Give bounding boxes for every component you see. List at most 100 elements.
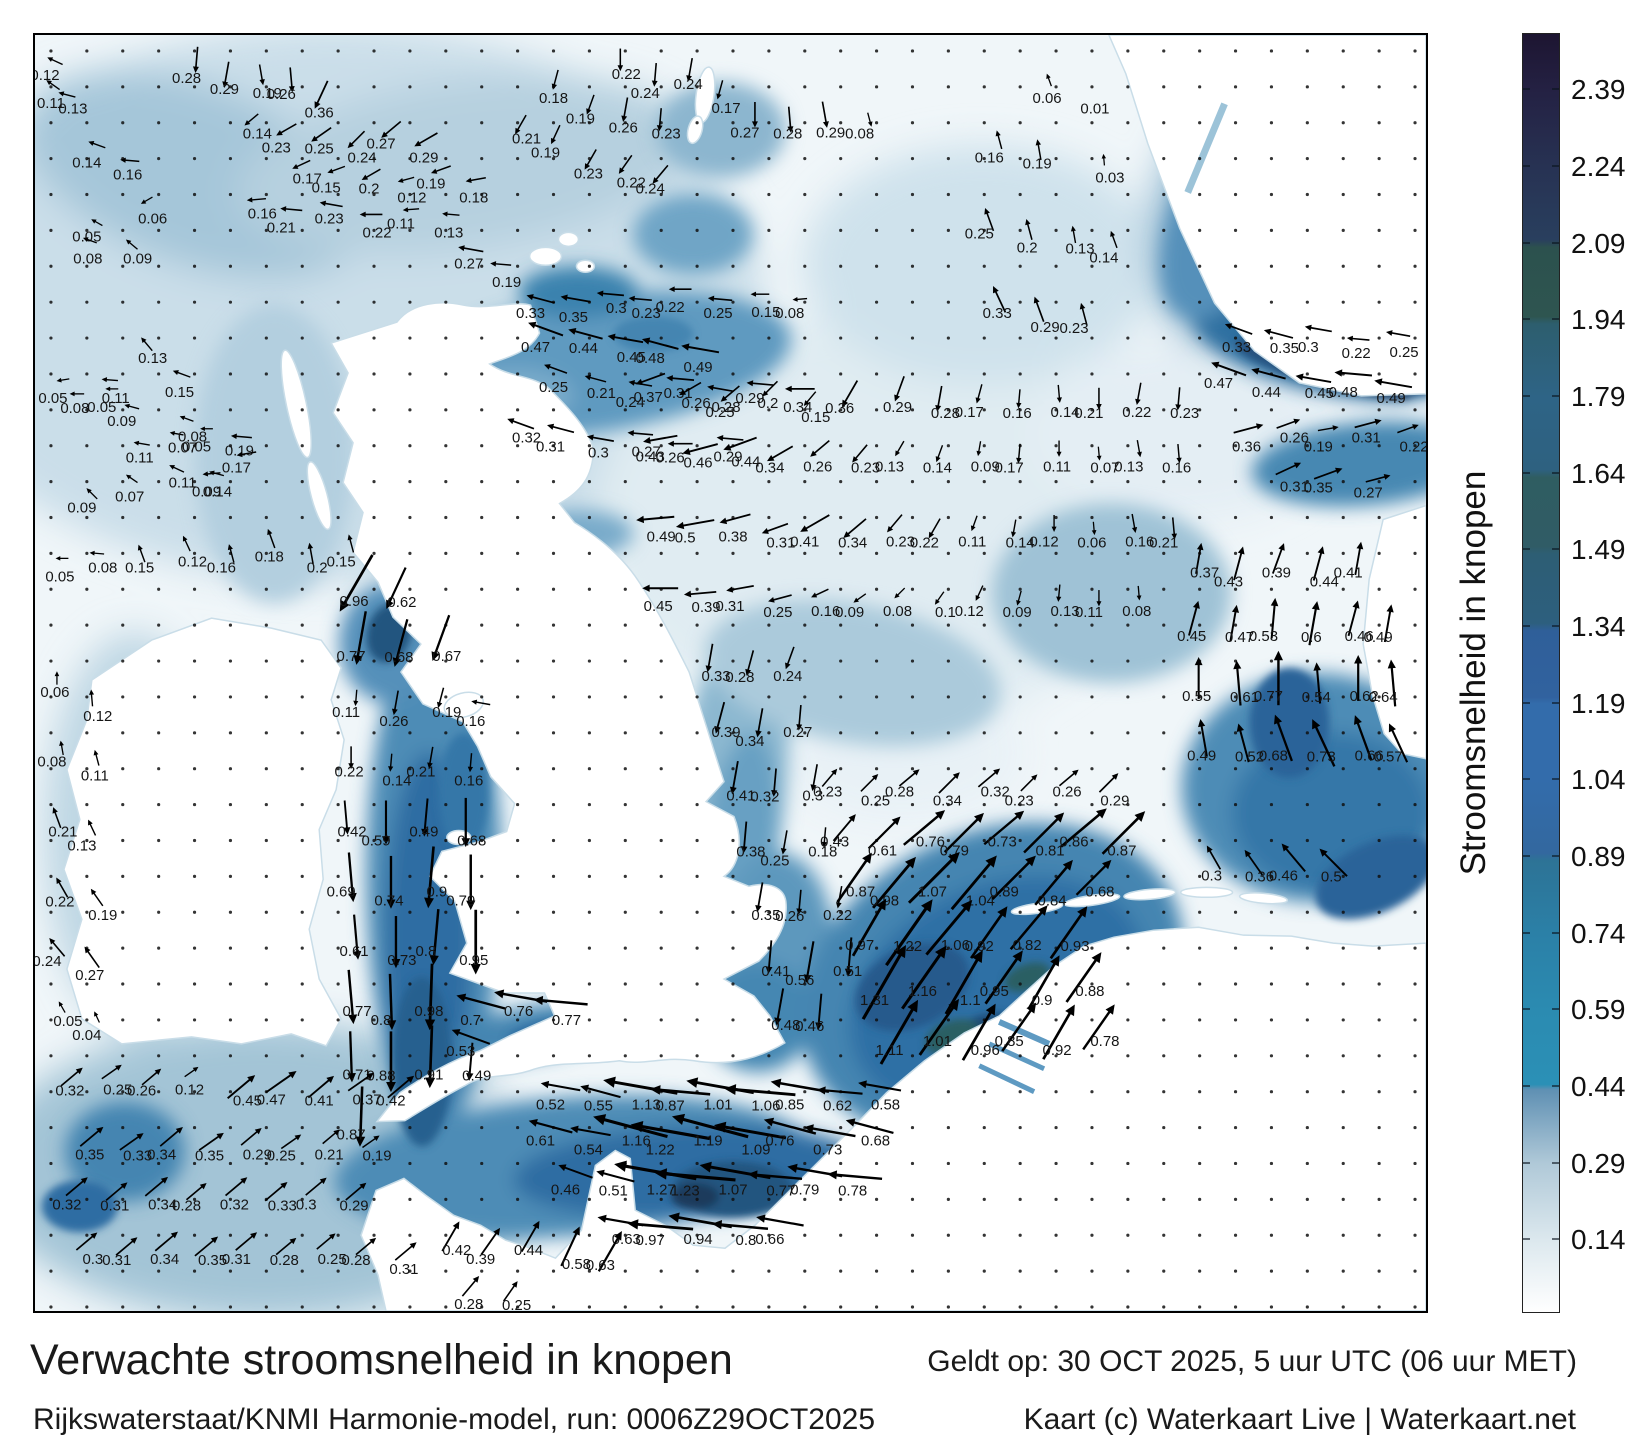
- svg-text:0.14: 0.14: [1050, 404, 1079, 421]
- svg-text:0.09: 0.09: [1003, 604, 1032, 621]
- svg-text:0.48: 0.48: [636, 350, 665, 367]
- svg-text:0.87: 0.87: [337, 1127, 366, 1144]
- svg-text:0.28: 0.28: [342, 1252, 371, 1269]
- svg-text:0.77: 0.77: [1254, 688, 1283, 705]
- svg-text:0.68: 0.68: [457, 832, 486, 849]
- svg-text:0.35: 0.35: [75, 1146, 104, 1163]
- svg-text:0.19: 0.19: [432, 704, 461, 721]
- svg-text:0.47: 0.47: [521, 339, 550, 356]
- svg-text:0.61: 0.61: [340, 943, 369, 960]
- svg-text:0.54: 0.54: [574, 1141, 603, 1158]
- svg-text:0.19: 0.19: [362, 1147, 391, 1164]
- svg-text:0.45: 0.45: [1177, 628, 1206, 645]
- svg-text:0.29: 0.29: [340, 1197, 369, 1214]
- svg-text:0.23: 0.23: [1005, 793, 1034, 810]
- land-hebrides-south: [306, 461, 332, 531]
- svg-text:0.61: 0.61: [1230, 689, 1259, 706]
- svg-text:0.29: 0.29: [210, 81, 239, 98]
- svg-text:0.48: 0.48: [771, 1017, 800, 1034]
- svg-text:0.12: 0.12: [397, 189, 426, 206]
- svg-text:0.34: 0.34: [755, 460, 784, 477]
- svg-text:0.24: 0.24: [674, 76, 703, 93]
- svg-text:0.3: 0.3: [82, 1251, 103, 1268]
- svg-text:0.35: 0.35: [1270, 340, 1299, 357]
- colorbar-tick: [1523, 318, 1530, 321]
- svg-text:0.25: 0.25: [267, 1147, 296, 1164]
- colorbar: 2.39 2.24 2.09 1.94 1.79 1.64 1.49 1.34 1.19 1.04…: [1522, 33, 1626, 1313]
- svg-text:0.73: 0.73: [387, 952, 416, 969]
- svg-text:0.38: 0.38: [718, 528, 747, 545]
- svg-text:0.26: 0.26: [682, 395, 711, 412]
- svg-text:0.22: 0.22: [656, 299, 685, 316]
- svg-text:0.55: 0.55: [1182, 688, 1211, 705]
- svg-text:0.24: 0.24: [636, 181, 665, 198]
- svg-text:0.08: 0.08: [845, 126, 874, 143]
- svg-text:0.32: 0.32: [981, 784, 1010, 801]
- svg-text:0.87: 0.87: [1107, 842, 1136, 859]
- colorbar-tick-label: 1.49: [1571, 534, 1626, 566]
- svg-text:0.34: 0.34: [150, 1251, 179, 1268]
- svg-text:0.16: 0.16: [454, 773, 483, 790]
- colorbar-tick: [1552, 1008, 1559, 1011]
- svg-text:0.06: 0.06: [138, 210, 167, 227]
- svg-text:0.21: 0.21: [267, 219, 296, 236]
- colorbar-tick: [1523, 778, 1530, 781]
- svg-text:0.21: 0.21: [406, 764, 435, 781]
- svg-text:1.07: 1.07: [718, 1181, 747, 1198]
- svg-text:0.29: 0.29: [409, 150, 438, 167]
- model-run-info: Rijkswaterstaat/KNMI Harmonie-model, run…: [33, 1403, 876, 1436]
- svg-text:0.31: 0.31: [102, 1252, 131, 1269]
- svg-text:0.39: 0.39: [692, 599, 721, 616]
- svg-text:0.27: 0.27: [366, 136, 395, 153]
- svg-text:0.14: 0.14: [203, 484, 232, 501]
- svg-text:0.37: 0.37: [634, 389, 663, 406]
- svg-text:0.41: 0.41: [726, 788, 755, 805]
- svg-text:0.09: 0.09: [971, 459, 1000, 476]
- colorbar-tick-label: 0.74: [1571, 917, 1626, 949]
- svg-text:0.13: 0.13: [1065, 240, 1094, 257]
- svg-text:0.22: 0.22: [612, 66, 641, 83]
- svg-text:0.37: 0.37: [353, 1092, 382, 1109]
- svg-text:0.92: 0.92: [965, 938, 994, 955]
- svg-text:0.33: 0.33: [983, 305, 1012, 322]
- svg-text:0.18: 0.18: [539, 90, 568, 107]
- svg-text:0.14: 0.14: [72, 155, 101, 172]
- svg-text:0.42: 0.42: [338, 823, 367, 840]
- svg-text:0.25: 0.25: [703, 305, 732, 322]
- svg-text:1.06: 1.06: [941, 937, 970, 954]
- svg-text:0.44: 0.44: [1252, 384, 1281, 401]
- map-credit: Kaart (c) Waterkaart Live | Waterkaart.n…: [1023, 1403, 1576, 1436]
- svg-text:0.45: 0.45: [644, 598, 673, 615]
- svg-text:0.15: 0.15: [801, 409, 830, 426]
- svg-text:0.37: 0.37: [1190, 564, 1219, 581]
- svg-text:0.33: 0.33: [516, 305, 545, 322]
- svg-text:0.69: 0.69: [327, 883, 356, 900]
- svg-text:0.27: 0.27: [783, 724, 812, 741]
- colorbar-tick: [1552, 471, 1559, 474]
- svg-text:0.85: 0.85: [775, 1097, 804, 1114]
- svg-text:0.67: 0.67: [432, 648, 461, 665]
- svg-text:0.66: 0.66: [1355, 748, 1384, 765]
- colorbar-tick: [1552, 88, 1559, 91]
- svg-text:0.51: 0.51: [833, 963, 862, 980]
- svg-text:0.31: 0.31: [664, 385, 693, 402]
- svg-text:0.43: 0.43: [1214, 573, 1243, 590]
- svg-text:0.78: 0.78: [1090, 1033, 1119, 1050]
- svg-text:0.79: 0.79: [940, 842, 969, 859]
- svg-text:0.31: 0.31: [222, 1251, 251, 1268]
- svg-text:0.98: 0.98: [414, 1003, 443, 1020]
- svg-text:0.35: 0.35: [1304, 480, 1333, 497]
- svg-text:0.16: 0.16: [1125, 533, 1154, 550]
- svg-text:0.28: 0.28: [725, 669, 754, 686]
- svg-text:0.76: 0.76: [916, 833, 945, 850]
- svg-text:0.78: 0.78: [838, 1182, 867, 1199]
- svg-text:0.76: 0.76: [765, 1133, 794, 1150]
- svg-text:0.16: 0.16: [811, 603, 840, 620]
- svg-text:0.06: 0.06: [1033, 90, 1062, 107]
- colorbar-tick: [1523, 241, 1530, 244]
- svg-text:0.23: 0.23: [652, 126, 681, 143]
- svg-text:0.77: 0.77: [552, 1012, 581, 1029]
- svg-text:1.23: 1.23: [671, 1182, 700, 1199]
- svg-text:0.82: 0.82: [1013, 937, 1042, 954]
- svg-text:0.23: 0.23: [1059, 320, 1088, 337]
